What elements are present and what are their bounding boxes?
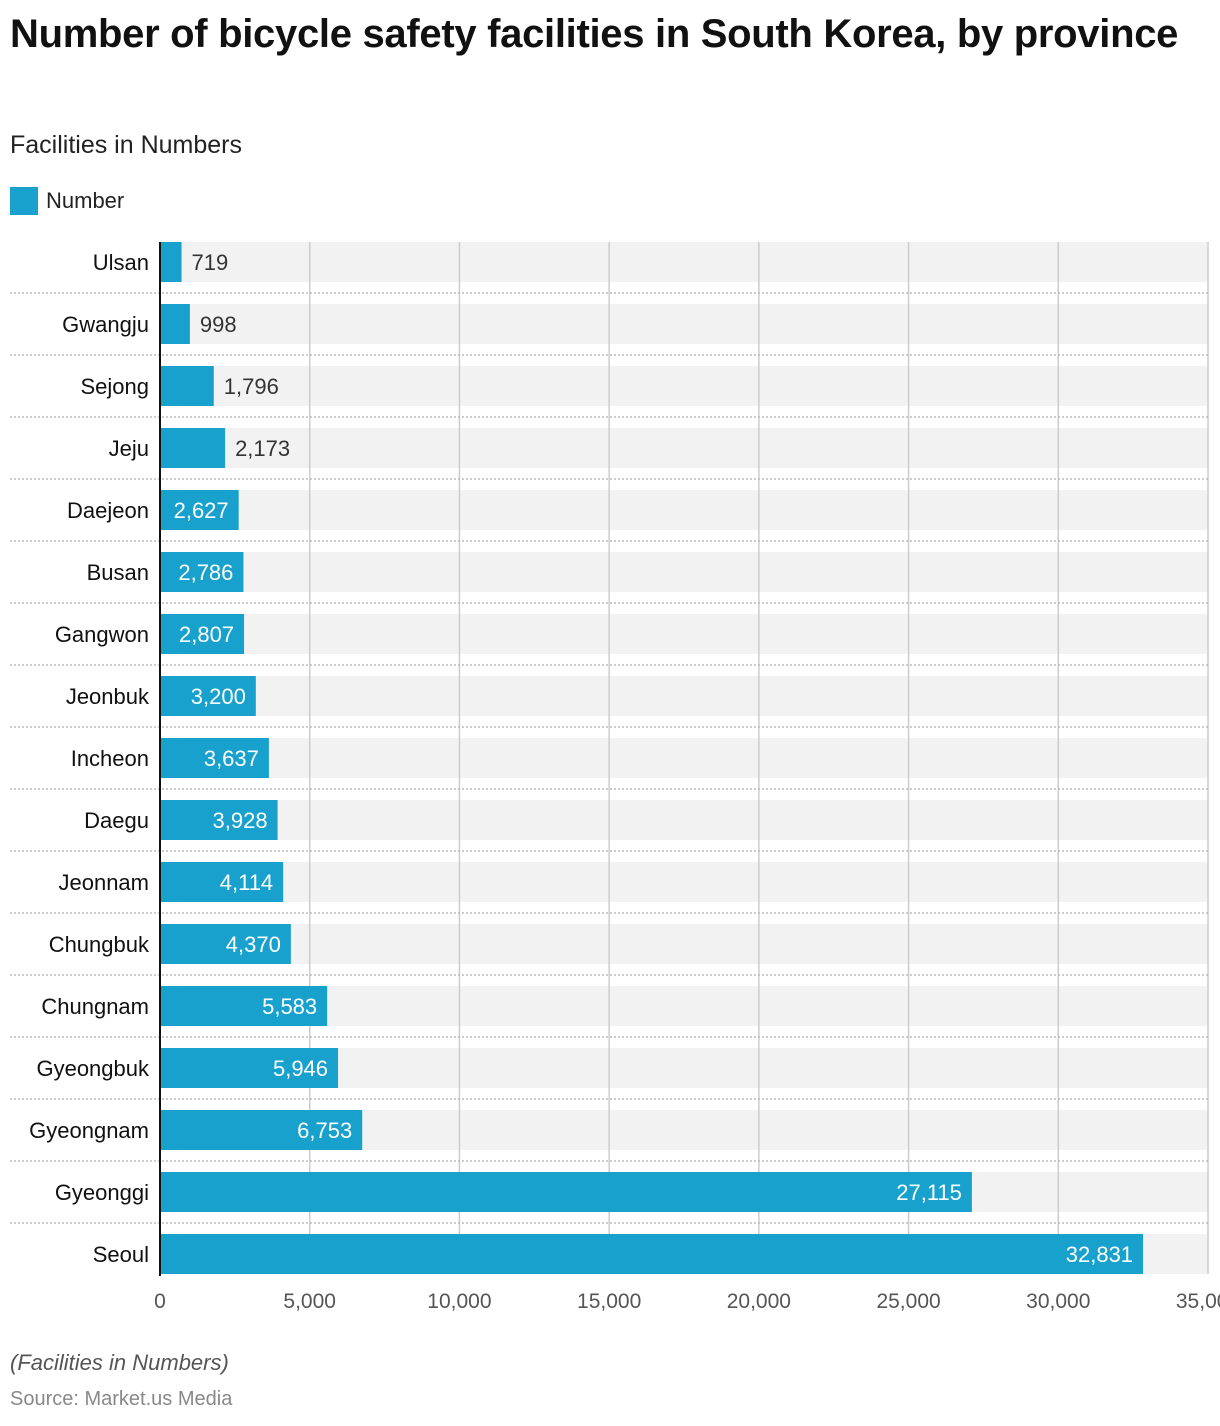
category-label: Chungbuk bbox=[49, 932, 150, 957]
bar bbox=[160, 1110, 363, 1150]
category-label: Jeju bbox=[109, 436, 149, 461]
value-label: 27,115 bbox=[896, 1180, 962, 1205]
value-label: 2,627 bbox=[174, 498, 229, 523]
value-label: 3,928 bbox=[213, 808, 268, 833]
row-band bbox=[160, 304, 1208, 344]
value-label: 4,370 bbox=[226, 932, 281, 957]
row-band bbox=[160, 924, 1208, 964]
bar bbox=[160, 490, 239, 530]
x-tick-label: 15,000 bbox=[577, 1290, 641, 1313]
bar bbox=[160, 1172, 972, 1212]
row-band bbox=[160, 552, 1208, 592]
row-band bbox=[160, 366, 1208, 406]
value-label: 5,946 bbox=[273, 1056, 328, 1081]
bar bbox=[160, 862, 284, 902]
legend-label: Number bbox=[46, 188, 125, 213]
bar bbox=[160, 552, 244, 592]
row-band bbox=[160, 614, 1208, 654]
value-label: 2,173 bbox=[235, 436, 290, 461]
category-label: Gyeongnam bbox=[29, 1118, 149, 1143]
category-label: Busan bbox=[87, 560, 149, 585]
category-label: Sejong bbox=[80, 374, 149, 399]
category-label: Gwangju bbox=[62, 312, 149, 337]
value-label: 32,831 bbox=[1066, 1242, 1133, 1267]
bar bbox=[160, 800, 278, 840]
value-label: 3,637 bbox=[204, 746, 259, 771]
value-label: 2,807 bbox=[179, 622, 234, 647]
category-label: Gangwon bbox=[55, 622, 149, 647]
row-band bbox=[160, 676, 1208, 716]
value-label: 4,114 bbox=[220, 870, 273, 895]
bar bbox=[160, 1234, 1144, 1274]
row-band bbox=[160, 986, 1208, 1026]
category-label: Daejeon bbox=[67, 498, 149, 523]
row-band bbox=[160, 800, 1208, 840]
x-tick-label: 30,000 bbox=[1026, 1290, 1090, 1313]
bar bbox=[160, 366, 214, 406]
bar bbox=[160, 428, 226, 468]
category-label: Ulsan bbox=[93, 250, 149, 275]
x-tick-label: 35,000 bbox=[1176, 1290, 1220, 1313]
row-band bbox=[160, 490, 1208, 530]
x-tick-label: 25,000 bbox=[876, 1290, 940, 1313]
row-band bbox=[160, 242, 1208, 282]
category-label: Incheon bbox=[71, 746, 149, 771]
category-label: Jeonbuk bbox=[66, 684, 150, 709]
bar bbox=[160, 738, 269, 778]
bar bbox=[160, 986, 328, 1026]
value-label: 2,786 bbox=[178, 560, 233, 585]
bar bbox=[160, 1048, 339, 1088]
value-label: 5,583 bbox=[262, 994, 317, 1019]
bar bbox=[160, 242, 182, 282]
value-label: 719 bbox=[192, 250, 229, 275]
category-label: Seoul bbox=[93, 1242, 149, 1267]
bar bbox=[160, 676, 256, 716]
value-label: 3,200 bbox=[191, 684, 246, 709]
row-band bbox=[160, 862, 1208, 902]
category-label: Jeonnam bbox=[58, 870, 149, 895]
legend: Number bbox=[10, 187, 124, 215]
source-note: Source: Market.us Media bbox=[10, 1388, 233, 1410]
value-label: 1,796 bbox=[224, 374, 279, 399]
x-tick-label: 10,000 bbox=[427, 1290, 491, 1313]
x-tick-label: 0 bbox=[154, 1290, 166, 1313]
category-label: Chungnam bbox=[41, 994, 149, 1019]
category-label: Daegu bbox=[84, 808, 149, 833]
chart-subtitle: Facilities in Numbers bbox=[10, 131, 243, 159]
category-label: Gyeongbuk bbox=[36, 1056, 150, 1081]
bar bbox=[160, 304, 190, 344]
category-label: Gyeonggi bbox=[55, 1180, 149, 1205]
value-label: 6,753 bbox=[297, 1118, 352, 1143]
x-tick-label: 5,000 bbox=[283, 1290, 336, 1313]
row-band bbox=[160, 738, 1208, 778]
legend-swatch bbox=[10, 187, 38, 215]
x-tick-label: 20,000 bbox=[727, 1290, 791, 1313]
footnote: (Facilities in Numbers) bbox=[10, 1350, 229, 1375]
bar bbox=[160, 924, 291, 964]
row-band bbox=[160, 428, 1208, 468]
bar bbox=[160, 614, 245, 654]
value-label: 998 bbox=[200, 312, 237, 337]
chart-title: Number of bicycle safety facilities in S… bbox=[10, 12, 1179, 56]
